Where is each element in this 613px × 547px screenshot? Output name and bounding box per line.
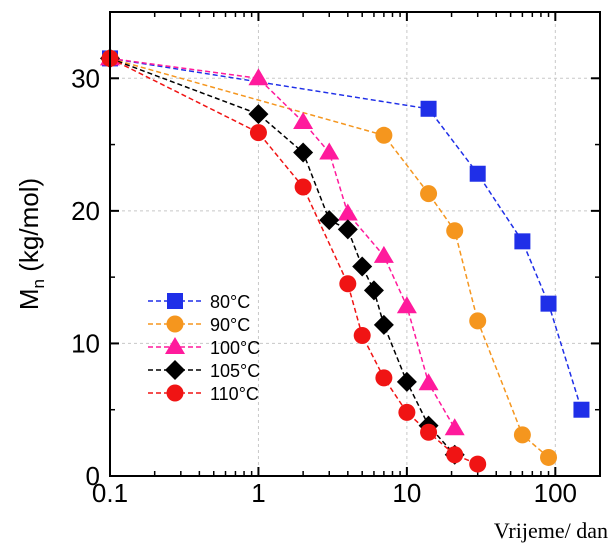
series-line-80c: [109, 57, 583, 410]
data-point-110c: [375, 369, 393, 387]
data-point-80c: [540, 295, 557, 312]
series-lines: [109, 57, 583, 465]
y-tick-label: 30: [71, 63, 100, 93]
legend-marker-100c: [165, 337, 185, 354]
data-point-100c: [373, 245, 394, 263]
x-tick-label: 1: [251, 478, 265, 508]
data-point-110c: [353, 326, 371, 344]
data-point-90c: [469, 312, 487, 330]
y-tick-label: 0: [86, 461, 100, 491]
legend-marker-110c: [166, 384, 184, 402]
grid-lines: [110, 12, 600, 476]
series-markers: [100, 48, 590, 473]
legend: 80°C 90°C 100°C 105°C 110°C: [148, 292, 260, 404]
data-point-90c: [513, 426, 531, 444]
data-point-100c: [396, 296, 417, 314]
data-point-105c: [248, 104, 269, 125]
data-point-100c: [293, 112, 314, 130]
data-point-90c: [375, 126, 393, 144]
legend-label-80c: 80°C: [210, 292, 250, 312]
data-point-80c: [514, 233, 531, 250]
x-tick-label: 10: [392, 478, 421, 508]
data-point-100c: [444, 418, 465, 436]
data-point-110c: [294, 178, 312, 196]
data-point-100c: [319, 142, 340, 160]
y-tick-label: 20: [71, 196, 100, 226]
series-line-110c: [109, 57, 478, 465]
series-line-105c: [109, 57, 456, 456]
data-point-100c: [418, 373, 439, 391]
x-tick-label: 0.1: [92, 478, 128, 508]
data-point-80c: [573, 401, 590, 418]
data-point-80c: [420, 100, 437, 117]
data-point-105c: [352, 256, 373, 277]
data-point-105c: [363, 280, 384, 301]
data-point-110c: [469, 455, 487, 473]
data-point-110c: [398, 403, 416, 421]
y-axis-label-unit: (kg/mol): [14, 178, 44, 279]
data-point-105c: [319, 210, 340, 231]
y-axis-label-sub: n: [29, 279, 48, 288]
legend-label-100c: 100°C: [210, 338, 260, 358]
legend-label-110c: 110°C: [210, 384, 259, 404]
x-tick-label: 100: [534, 478, 577, 508]
y-axis-label-main: M: [14, 288, 44, 310]
legend-label-90c: 90°C: [210, 315, 250, 335]
legend-marker-90c: [166, 315, 184, 333]
data-point-90c: [446, 222, 464, 240]
data-point-110c: [339, 275, 357, 293]
y-axis-label: Mn (kg/mol): [14, 178, 48, 310]
legend-marker-105c: [165, 360, 185, 380]
data-point-80c: [469, 165, 486, 182]
data-point-110c: [420, 423, 438, 441]
legend-marker-80c: [167, 293, 183, 309]
legend-label-105c: 105°C: [210, 361, 260, 381]
data-point-110c: [446, 446, 464, 464]
data-point-100c: [248, 68, 269, 86]
data-point-100c: [337, 203, 358, 221]
data-point-105c: [373, 314, 394, 335]
data-point-110c: [249, 124, 267, 142]
data-point-105c: [293, 142, 314, 163]
plot-frame: [109, 11, 601, 477]
data-point-105c: [337, 219, 358, 240]
data-point-90c: [540, 448, 558, 466]
y-axis-ticks: 0 10 20 30: [71, 63, 600, 491]
data-point-90c: [420, 185, 438, 203]
data-point-105c: [396, 371, 417, 392]
x-axis-label: Vrijeme/ dan: [494, 518, 608, 543]
y-tick-label: 10: [71, 328, 100, 358]
